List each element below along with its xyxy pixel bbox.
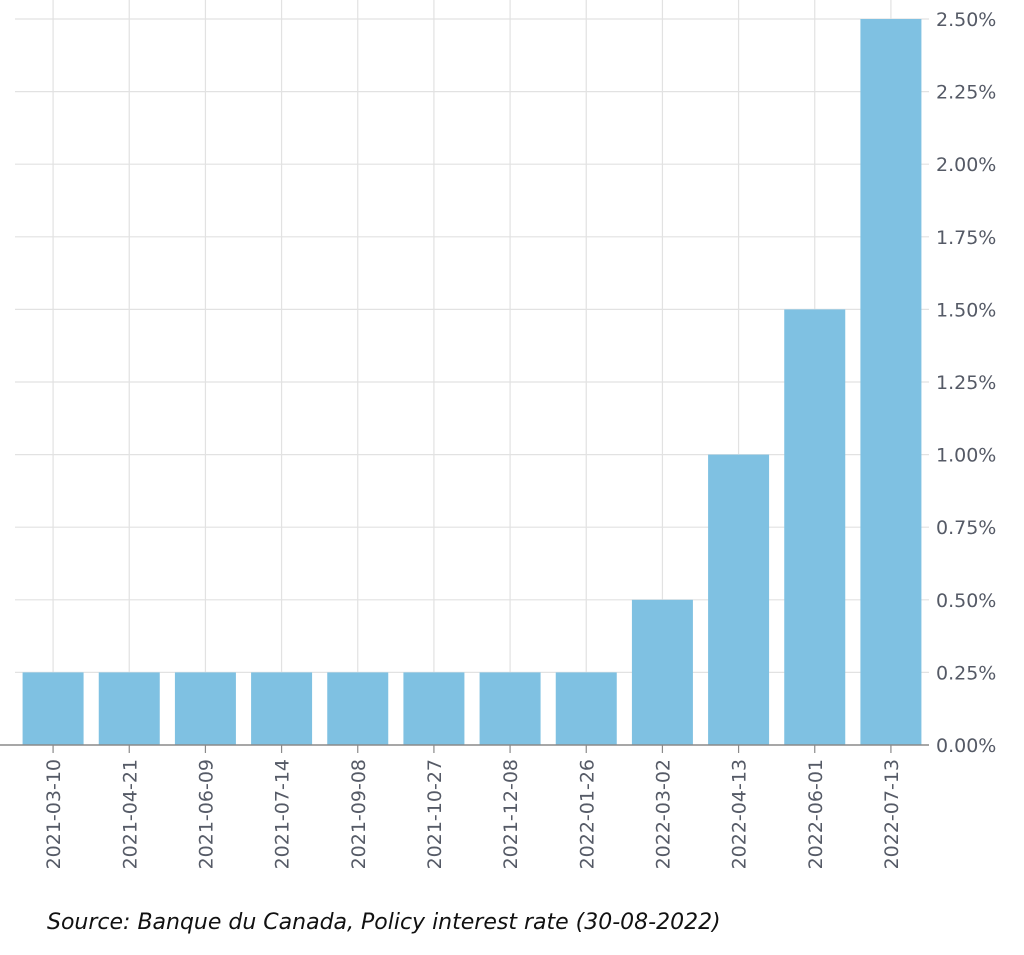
x-tick-label: 2021-07-14 [272, 759, 294, 869]
y-tick-label: 1.75% [936, 227, 996, 249]
bar [98, 672, 160, 745]
x-tick-label: 2022-01-26 [576, 759, 598, 869]
x-tick-label: 2021-03-10 [43, 759, 65, 869]
x-tick-label: 2022-06-01 [805, 759, 827, 869]
x-tick-label: 2021-12-08 [500, 759, 522, 869]
y-tick-label: 2.00% [936, 154, 996, 176]
x-tick-label: 2021-10-27 [424, 759, 446, 869]
y-tick-label: 2.25% [936, 82, 996, 104]
bar [555, 672, 617, 745]
bar [251, 672, 313, 745]
x-tick-label: 2022-07-13 [881, 759, 903, 869]
bars [22, 19, 922, 745]
bar [403, 672, 465, 745]
bar [708, 454, 770, 745]
y-axis-ticks: 0.00% 0.25% 0.50% 0.75% 1.00% 1.25% 1.50% 1.75%… [936, 9, 996, 757]
x-axis-ticks: 2021-03-10 2021-04-21 2021-06-09 2021-07-14… [43, 745, 903, 869]
chart: 0.00% 0.25% 0.50% 0.75% 1.00% 1.25% 1.50% 1.75%… [0, 0, 996, 869]
y-tick-label: 0.25% [936, 662, 996, 684]
x-tick-label: 2021-06-09 [195, 759, 217, 869]
x-tick-label: 2021-09-08 [348, 759, 370, 869]
x-tick-label: 2022-04-13 [729, 759, 751, 869]
y-tick-label: 1.25% [936, 372, 996, 394]
bar [784, 309, 846, 745]
y-tick-label: 2.50% [936, 9, 996, 31]
bar [860, 19, 922, 745]
y-tick-label: 0.50% [936, 590, 996, 612]
y-tick-label: 0.75% [936, 517, 996, 539]
bar [631, 599, 693, 745]
bar [327, 672, 389, 745]
bar [479, 672, 541, 745]
bar [174, 672, 236, 745]
y-tick-label: 0.00% [936, 735, 996, 757]
x-tick-label: 2022-03-02 [652, 759, 674, 869]
bar [22, 672, 84, 745]
source-caption: Source: Banque du Canada, Policy interes… [47, 910, 721, 935]
y-tick-label: 1.50% [936, 299, 996, 321]
y-tick-label: 1.00% [936, 445, 996, 467]
x-tick-label: 2021-04-21 [119, 759, 141, 869]
